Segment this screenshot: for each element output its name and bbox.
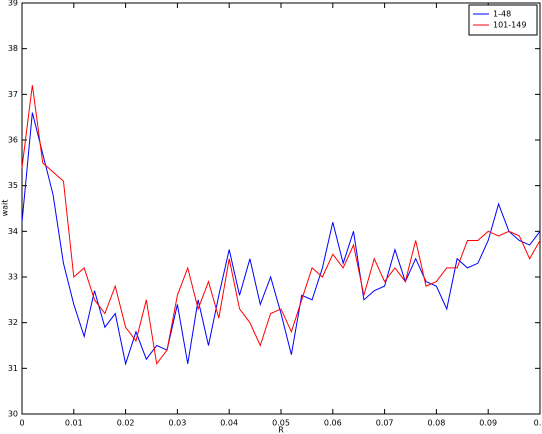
x-tick-label: 0.09 xyxy=(479,419,497,428)
y-tick-label: 37 xyxy=(8,90,18,99)
x-tick-label: 0.07 xyxy=(376,419,394,428)
plot-frame xyxy=(21,2,541,415)
series-line xyxy=(21,112,541,366)
x-tick-label: 0.04 xyxy=(220,419,238,428)
y-tick-label: 39 xyxy=(8,0,18,8)
legend-label: 1-48 xyxy=(493,10,511,19)
legend-label: 101-149 xyxy=(493,21,526,30)
x-axis-label: R xyxy=(278,426,284,434)
y-tick-label: 31 xyxy=(8,364,18,373)
y-axis-label: wait xyxy=(1,200,10,217)
x-tick-label: 0.02 xyxy=(117,419,135,428)
x-tick-label: 0.05 xyxy=(272,419,290,428)
y-tick-label: 35 xyxy=(8,181,18,190)
x-tick-label: 0.06 xyxy=(324,419,342,428)
x-tick-label: 0.08 xyxy=(427,419,445,428)
y-tick-label: 34 xyxy=(8,227,18,236)
series-line xyxy=(21,85,541,366)
x-tick-label: 0.1 xyxy=(534,419,542,428)
x-tick-label: 0 xyxy=(19,419,24,428)
legend-box xyxy=(468,4,538,36)
y-tick-label: 36 xyxy=(8,136,18,145)
y-tick-label: 30 xyxy=(8,410,18,419)
y-tick-label: 33 xyxy=(8,273,18,282)
y-tick-label: 32 xyxy=(8,318,18,327)
x-tick-label: 0.03 xyxy=(168,419,186,428)
x-tick-label: 0.01 xyxy=(65,419,83,428)
y-tick-label: 38 xyxy=(8,44,18,53)
